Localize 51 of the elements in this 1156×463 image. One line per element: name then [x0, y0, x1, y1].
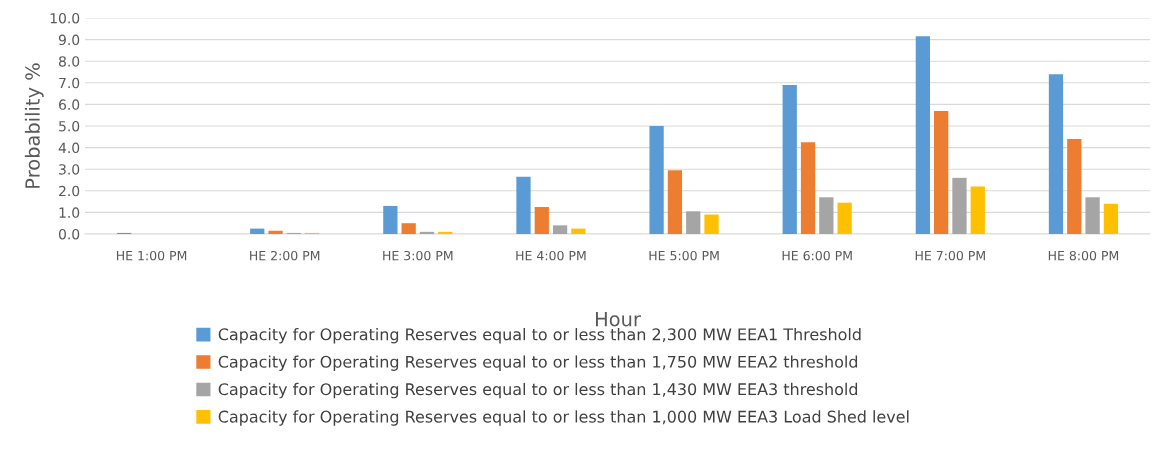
bar	[1103, 203, 1119, 234]
legend-label: Capacity for Operating Reserves equal to or less than 1,430 MW EEA3 threshold	[218, 382, 858, 399]
x-axis-title: Hour	[595, 311, 641, 327]
bar	[516, 176, 531, 234]
bar	[837, 202, 852, 234]
y-tick-label: 2.0	[59, 185, 80, 197]
bar	[667, 170, 683, 234]
y-tick-label: 8.0	[58, 56, 80, 67]
y-tick-label: 6.0	[59, 99, 80, 110]
bar	[438, 231, 453, 234]
bar	[970, 186, 985, 234]
x-tick-label: HE 4:00 PM	[516, 250, 586, 261]
y-tick-label: 10.0	[50, 12, 80, 24]
bar	[383, 205, 398, 234]
bar	[800, 142, 816, 234]
bar	[782, 84, 797, 234]
bar	[915, 36, 930, 234]
bar	[401, 223, 416, 234]
y-tick-label: 5.0	[59, 120, 80, 132]
bar	[1048, 74, 1064, 234]
y-tick-label: 9.0	[58, 34, 80, 46]
bar	[704, 214, 719, 234]
bar	[1067, 138, 1082, 234]
legend-label: Capacity for Operating Reserves equal to or less than 2,300 MW EEA1 Threshold	[218, 328, 861, 344]
legend-label: Capacity for Operating Reserves equal to or less than 1,750 MW EEA2 threshold	[218, 355, 858, 371]
bar	[649, 126, 664, 234]
y-tick-label: 0.0	[58, 228, 80, 240]
x-tick-label: HE 5:00 PM	[649, 250, 719, 261]
x-tick-label: HE 3:00 PM	[383, 250, 453, 261]
bar	[419, 231, 435, 234]
x-tick-label: HE 7:00 PM	[915, 250, 985, 261]
bar	[952, 177, 967, 234]
bar	[686, 211, 701, 234]
bar	[552, 225, 568, 234]
y-tick-label: 1.0	[59, 207, 80, 218]
y-tick-label: 7.0	[59, 77, 80, 89]
legend-label: Capacity for Operating Reserves equal to or less than 1,000 MW EEA3 Load Shed level	[218, 410, 909, 426]
x-tick-label: HE 1:00 PM	[116, 250, 187, 261]
bar	[571, 228, 586, 234]
bar	[268, 230, 283, 234]
y-tick-label: 3.0	[59, 164, 80, 175]
x-tick-label: HE 6:00 PM	[782, 250, 852, 261]
x-tick-label: HE 2:00 PM	[250, 250, 320, 261]
bar	[934, 110, 949, 234]
bar	[819, 197, 834, 234]
y-axis-title: Probability %	[24, 63, 44, 188]
bar	[250, 228, 265, 234]
y-tick-label: 4.0	[58, 142, 80, 154]
x-tick-label: HE 8:00 PM	[1048, 250, 1119, 261]
bar	[534, 207, 549, 234]
bar	[1085, 197, 1100, 234]
